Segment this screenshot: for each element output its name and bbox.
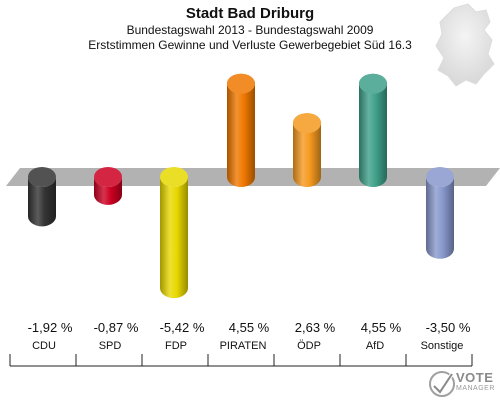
germany-map-icon bbox=[435, 3, 495, 87]
logo-subtext: MANAGER bbox=[456, 385, 495, 392]
bar-sonstige bbox=[426, 167, 454, 259]
value-label: -0,87 % bbox=[94, 320, 139, 335]
category-label: SPD bbox=[99, 340, 122, 352]
bar-piraten bbox=[227, 73, 255, 187]
bar-ödp bbox=[293, 113, 321, 187]
chart-subtitle: Bundestagswahl 2013 - Bundestagswahl 200… bbox=[126, 23, 374, 37]
category-label: PIRATEN bbox=[220, 340, 267, 352]
bar-cdu bbox=[28, 167, 56, 227]
bar-spd bbox=[94, 167, 122, 205]
chart-title: Stadt Bad Driburg bbox=[185, 5, 315, 22]
value-label: -5,42 % bbox=[160, 320, 205, 335]
chart-subtitle-2: Erststimmen Gewinne und Verluste Gewerbe… bbox=[88, 38, 412, 52]
logo-text: VOTE bbox=[456, 370, 494, 385]
value-label: 4,55 % bbox=[361, 320, 402, 335]
category-label: AfD bbox=[366, 340, 384, 352]
category-label: CDU bbox=[32, 340, 56, 352]
bar-afd bbox=[359, 73, 387, 187]
value-label: -1,92 % bbox=[28, 320, 73, 335]
category-label: FDP bbox=[165, 340, 187, 352]
category-label: ÖDP bbox=[297, 340, 321, 352]
bar-fdp bbox=[160, 167, 188, 299]
value-label: 2,63 % bbox=[295, 320, 336, 335]
chart-titles: Stadt Bad Driburg Bundestagswahl 2013 - … bbox=[0, 5, 500, 53]
category-label: Sonstige bbox=[421, 340, 464, 352]
value-label: 4,55 % bbox=[229, 320, 270, 335]
vote-manager-logo-icon bbox=[429, 371, 455, 397]
value-label: -3,50 % bbox=[426, 320, 471, 335]
